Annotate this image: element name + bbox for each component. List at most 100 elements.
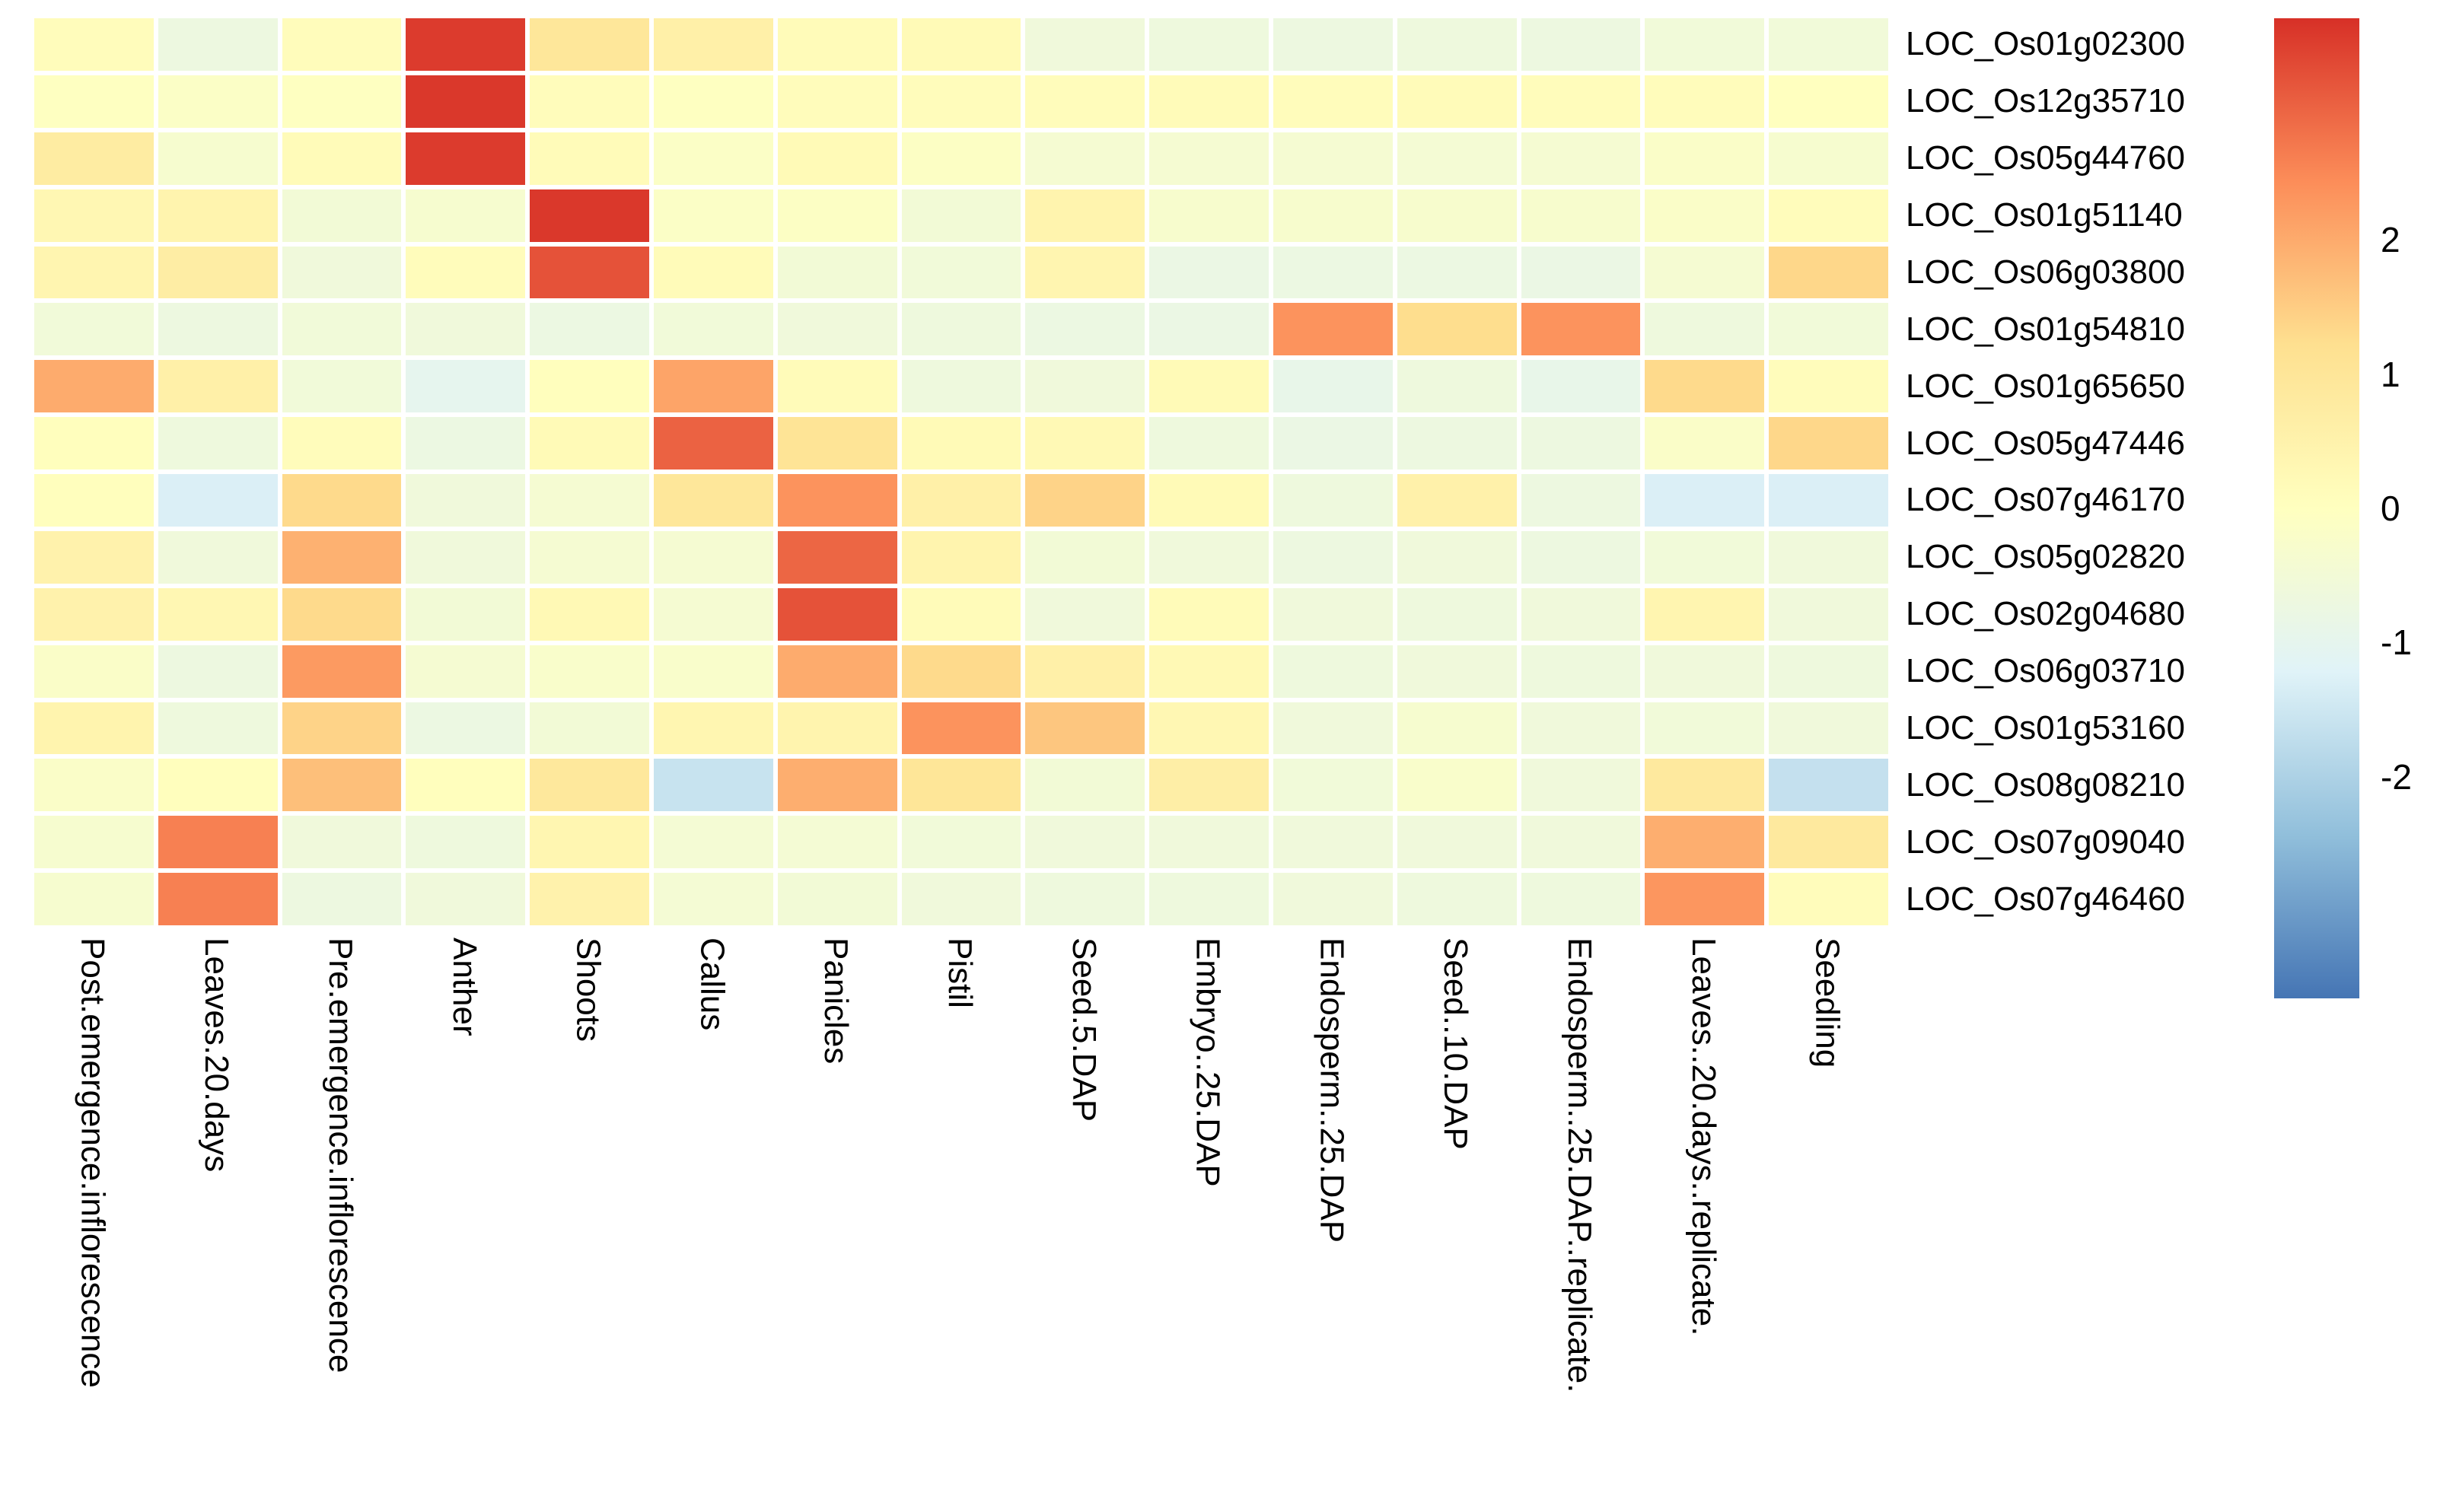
heatmap-cell [406, 702, 526, 755]
heatmap-cell [777, 702, 897, 755]
heatmap-cell [1521, 759, 1641, 812]
heatmap-cell [1273, 474, 1393, 527]
heatmap-cell [654, 132, 773, 185]
colorbar-tick-label: 0 [2381, 489, 2400, 528]
heatmap-cell [1645, 645, 1765, 698]
heatmap-cell [1645, 816, 1765, 869]
column-label: Pre.emergence.inflorescence [322, 937, 359, 1374]
heatmap-cell [1273, 75, 1393, 128]
heatmap-cell [1273, 132, 1393, 185]
heatmap-cell [282, 132, 402, 185]
heatmap-cell [530, 873, 649, 925]
heatmap-cell [777, 474, 897, 527]
heatmap-cell [777, 873, 897, 925]
heatmap-cell [34, 18, 154, 71]
heatmap-cell [1397, 759, 1517, 812]
heatmap-cell [1273, 645, 1393, 698]
heatmap-cell [1521, 417, 1641, 470]
heatmap-cell [1397, 18, 1517, 71]
heatmap-cell [777, 587, 897, 641]
row-label: LOC_Os01g51140 [1906, 196, 2183, 234]
heatmap-cell [1645, 702, 1765, 755]
heatmap-cell [901, 303, 1021, 356]
heatmap-cell [34, 303, 154, 356]
heatmap-cell [1149, 702, 1269, 755]
heatmap-cell [1025, 873, 1145, 925]
colorbar-tick-label: -2 [2381, 756, 2412, 797]
heatmap-cell [34, 587, 154, 641]
heatmap-cell [406, 474, 526, 527]
heatmap-cell [901, 816, 1021, 869]
heatmap-cell [1769, 132, 1888, 185]
heatmap-cell [34, 530, 154, 584]
heatmap-cell [901, 474, 1021, 527]
heatmap-cell [282, 816, 402, 869]
heatmap-cell [1769, 18, 1888, 71]
heatmap-cell [654, 873, 773, 925]
heatmap-cell [282, 189, 402, 242]
heatmap-cell [1397, 645, 1517, 698]
heatmap-cell [530, 18, 649, 71]
heatmap-cell [777, 530, 897, 584]
heatmap-cell [158, 474, 278, 527]
heatmap-cell [654, 759, 773, 812]
heatmap-cell [1149, 587, 1269, 641]
heatmap-cell [1025, 587, 1145, 641]
heatmap-cell [1521, 474, 1641, 527]
heatmap-cell [282, 587, 402, 641]
heatmap-cell [282, 759, 402, 812]
row-label: LOC_Os12g35710 [1906, 82, 2185, 120]
heatmap-cell [1025, 360, 1145, 413]
row-label: LOC_Os07g46460 [1906, 880, 2185, 918]
heatmap-cell [1769, 474, 1888, 527]
heatmap-cell [1025, 702, 1145, 755]
heatmap-cell [34, 189, 154, 242]
heatmap-cell [1273, 417, 1393, 470]
heatmap-cell [1645, 246, 1765, 299]
heatmap-grid [34, 18, 1888, 925]
heatmap-cell [530, 189, 649, 242]
heatmap-cell [777, 417, 897, 470]
heatmap-cell [1273, 360, 1393, 413]
row-label: LOC_Os01g53160 [1906, 708, 2185, 746]
heatmap-cell [158, 132, 278, 185]
heatmap-cell [1769, 702, 1888, 755]
heatmap-cell [654, 474, 773, 527]
heatmap-cell [1025, 816, 1145, 869]
heatmap-cell [1149, 474, 1269, 527]
heatmap-cell [1149, 303, 1269, 356]
heatmap-cell [34, 246, 154, 299]
heatmap-cell [1769, 587, 1888, 641]
heatmap-cell [901, 75, 1021, 128]
heatmap-cell [1273, 189, 1393, 242]
heatmap-cell [654, 417, 773, 470]
heatmap-cell [1645, 75, 1765, 128]
heatmap-cell [1397, 530, 1517, 584]
heatmap-cell [654, 702, 773, 755]
heatmap-cell [34, 873, 154, 925]
heatmap-cell [158, 417, 278, 470]
heatmap-cell [158, 18, 278, 71]
heatmap-cell [654, 75, 773, 128]
column-label: Seed.5.DAP [1065, 937, 1103, 1122]
column-label: Embryo..25.DAP [1189, 937, 1227, 1187]
heatmap-cell [1521, 873, 1641, 925]
heatmap-cell [158, 873, 278, 925]
heatmap-cell [1521, 645, 1641, 698]
heatmap-cell [530, 759, 649, 812]
heatmap-cell [777, 246, 897, 299]
heatmap-cell [158, 816, 278, 869]
heatmap-cell [1769, 530, 1888, 584]
heatmap-cell [34, 417, 154, 470]
heatmap-cell [777, 189, 897, 242]
heatmap-cell [1397, 246, 1517, 299]
row-labels: LOC_Os01g02300 LOC_Os12g35710 LOC_Os05g447… [1906, 18, 2256, 925]
heatmap-cell [1645, 132, 1765, 185]
heatmap-cell [1025, 132, 1145, 185]
heatmap-cell [1149, 360, 1269, 413]
column-label: Seed..10.DAP [1437, 937, 1475, 1150]
heatmap-cell [1397, 132, 1517, 185]
column-label: Shoots [569, 937, 607, 1042]
heatmap-cell [282, 474, 402, 527]
